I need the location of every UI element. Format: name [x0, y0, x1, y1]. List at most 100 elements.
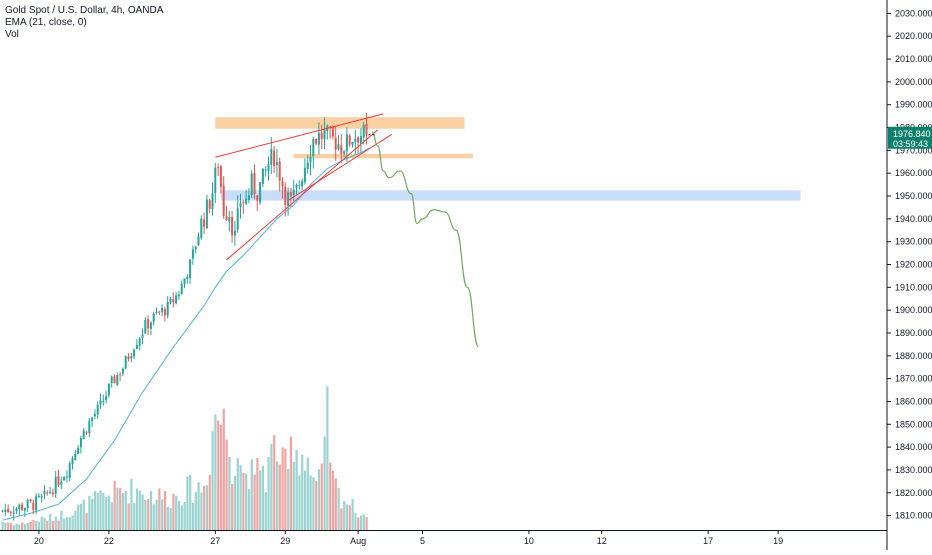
candle-body	[15, 508, 18, 512]
volume-bar	[295, 449, 298, 530]
volume-bar	[99, 490, 102, 530]
volume-bar	[270, 443, 273, 530]
candle-body	[26, 500, 29, 509]
candle-body	[124, 356, 127, 369]
candle-body	[29, 499, 32, 502]
volume-bar	[9, 523, 13, 530]
candle-body	[43, 490, 46, 495]
volume-bar	[315, 481, 318, 530]
candle-body	[7, 508, 10, 513]
y-tick-label: 1990.000	[895, 100, 932, 110]
volume-bar	[135, 488, 139, 530]
volume-bar	[284, 448, 287, 530]
volume-bar	[82, 499, 85, 530]
y-tick-label: 1870.000	[895, 374, 932, 384]
volume-bar	[219, 424, 223, 530]
x-tick-label: 20	[34, 536, 44, 546]
volume-bar	[79, 503, 83, 530]
candle-body	[65, 476, 68, 478]
candle-body	[259, 182, 262, 203]
candle-body	[23, 507, 26, 511]
y-tick-label: 1970.000	[895, 145, 932, 155]
candle-body	[301, 180, 304, 187]
candle-body	[247, 195, 250, 200]
candle-body	[68, 463, 71, 479]
volume-bar	[245, 473, 248, 530]
y-tick-label: 1890.000	[895, 328, 932, 338]
volume-bar	[214, 414, 217, 530]
projection-path	[371, 131, 480, 348]
volume-bar	[351, 498, 354, 530]
candle-body	[138, 338, 141, 346]
candle-body	[365, 123, 368, 135]
ema-path	[2, 147, 370, 521]
candle-body	[362, 124, 365, 138]
candle-body	[228, 216, 231, 222]
candle-body	[21, 504, 24, 511]
volume-bar	[233, 475, 237, 530]
candle-body	[256, 195, 259, 201]
candle-body	[357, 137, 360, 143]
volume-bar	[278, 464, 281, 530]
candle-body	[155, 311, 158, 313]
volume-bar	[177, 501, 181, 530]
y-tick-label: 1910.000	[895, 282, 932, 292]
volume-bar	[186, 476, 189, 530]
candle-body	[189, 259, 192, 279]
candle-body	[60, 481, 63, 485]
volume-bar	[247, 489, 251, 530]
x-tick-label: 27	[210, 536, 220, 546]
y-tick-label: 2010.000	[895, 54, 932, 64]
x-tick-label: 5	[420, 536, 425, 546]
volume-bar	[127, 503, 130, 530]
volume-bar	[43, 517, 46, 530]
price-tag-value: 1976.840	[893, 129, 931, 139]
volume-bar	[320, 463, 323, 530]
volume-bar	[281, 447, 284, 530]
volume-bar	[180, 505, 183, 530]
candle-body	[180, 283, 183, 294]
volume-bar	[71, 515, 74, 530]
candle-body	[267, 164, 270, 172]
volume-bar	[37, 521, 41, 530]
volume-bar	[7, 522, 10, 530]
candle-body	[110, 376, 113, 384]
candle-body	[177, 294, 180, 297]
volume-bar	[194, 491, 197, 530]
candle-body	[250, 173, 253, 195]
y-tick-label: 1920.000	[895, 260, 932, 270]
volume-bar	[88, 495, 91, 530]
trendline-2	[287, 133, 392, 202]
candle-body	[295, 184, 298, 188]
candle-body	[203, 219, 206, 227]
legend-symbol[interactable]: Gold Spot / U.S. Dollar, 4h, OANDA	[5, 5, 164, 16]
legend-volume[interactable]: Vol	[5, 29, 19, 40]
candle-body	[331, 126, 334, 137]
volume-bar	[1, 521, 4, 530]
volume-bar	[323, 436, 326, 530]
candle-body	[340, 145, 343, 154]
candle-body	[147, 319, 150, 329]
legend-ema[interactable]: EMA (21, close, 0)	[5, 17, 87, 28]
x-tick-label: 22	[104, 536, 114, 546]
candle-body	[1, 510, 4, 512]
candle-body	[158, 311, 161, 313]
volume-bar	[242, 472, 245, 530]
candle-body	[9, 511, 12, 513]
volume-bar	[29, 521, 32, 530]
volume-bar	[172, 493, 175, 530]
volume-bar	[326, 386, 329, 530]
candle-body	[303, 167, 306, 183]
candle-body	[172, 299, 175, 302]
volume-bar	[253, 474, 256, 530]
volume-bar	[105, 496, 108, 530]
y-tick-label: 1940.000	[895, 214, 932, 224]
volume-bar	[189, 474, 192, 530]
x-tick-label: 12	[597, 536, 607, 546]
volume-bar	[63, 518, 66, 530]
volume-bar	[124, 490, 127, 530]
legend: Gold Spot / U.S. Dollar, 4h, OANDA EMA (…	[5, 5, 163, 41]
